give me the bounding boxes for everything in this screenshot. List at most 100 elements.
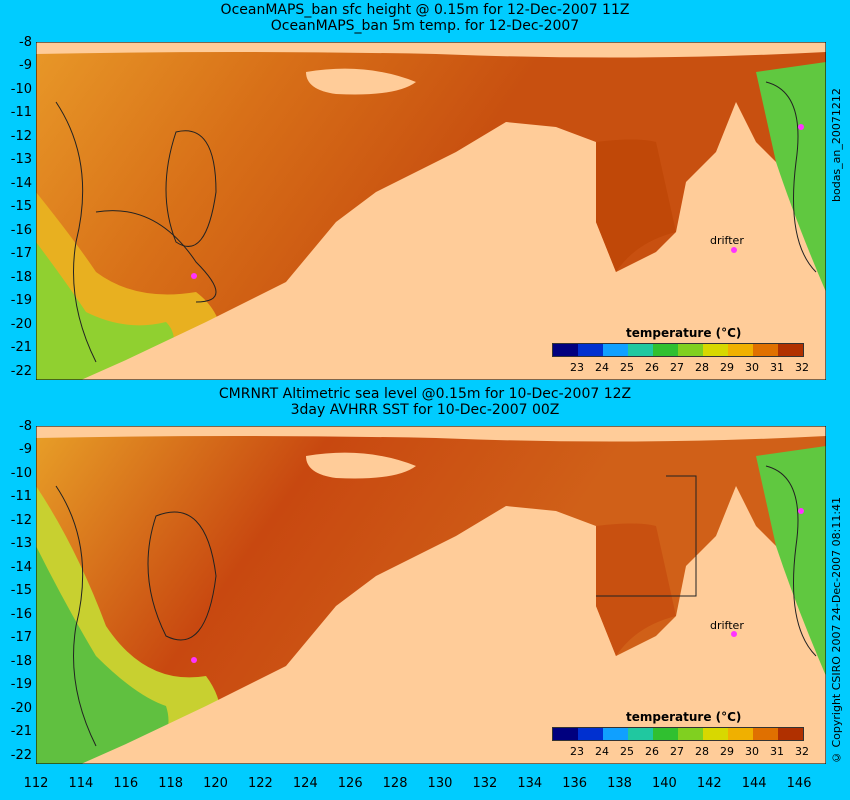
panel2-legend-swatch — [678, 728, 703, 740]
x-tick-label: 116 — [113, 776, 139, 791]
panel1-legend-bar — [552, 343, 804, 357]
panel1-coral-sea — [756, 62, 826, 292]
panel1-map — [36, 42, 826, 380]
panel1-legend-swatch — [653, 344, 678, 356]
panel1-y-tick-label: -17 — [10, 246, 32, 262]
panel2-australia-land — [81, 486, 826, 764]
panel1-cool-water — [36, 242, 174, 380]
x-tick-label: 120 — [203, 776, 228, 791]
x-tick-label: 122 — [248, 776, 273, 791]
panel2-y-tick-label: -8 — [19, 419, 32, 434]
panel1-legend-tick: 29 — [720, 361, 734, 374]
panel1-drifter-label: drifter — [710, 234, 744, 247]
panel2-y-tick-label: -22 — [10, 747, 32, 763]
x-tick-label: 138 — [607, 776, 632, 791]
panel2-contour — [765, 465, 817, 657]
panel1-legend-tick: 25 — [620, 361, 634, 374]
x-tick-label: 140 — [651, 776, 677, 791]
panel2-gulf-carpentaria — [596, 523, 676, 656]
panel2-y-tick-label: -17 — [10, 630, 32, 646]
panel1-drifter-marker — [798, 124, 804, 130]
panel2-drifter-marker — [798, 508, 804, 514]
panel2-contour — [596, 475, 697, 597]
panel1-y-tick-label: -9 — [19, 58, 32, 74]
panel1-legend-tick: 23 — [570, 361, 584, 374]
panel1-legend-swatch — [628, 344, 653, 356]
panel1-legend-swatch — [703, 344, 728, 356]
x-tick-label: 114 — [68, 776, 94, 791]
panel1-drifter-marker — [191, 273, 197, 279]
x-tick-label: 134 — [517, 776, 543, 791]
panel1-y-tick-label: -21 — [10, 340, 32, 356]
panel2-title-line2: 3day AVHRR SST for 10-Dec-2007 00Z — [290, 402, 560, 418]
panel1-legend-swatch — [603, 344, 628, 356]
x-tick-label: 112 — [23, 776, 49, 791]
panel2-legend-swatch — [603, 728, 628, 740]
panel1-y-tick-label: -22 — [10, 363, 32, 379]
panel2-drifter-label: drifter — [710, 619, 744, 632]
panel2-side-label: © Copyright CSIRO 2007 24-Dec-2007 08:11… — [830, 496, 843, 764]
panel2-drifter-marker — [731, 631, 737, 637]
panel1-legend-tick: 27 — [670, 361, 684, 374]
panel1-legend-title: temperature (°C) — [626, 326, 742, 340]
panel1-y-tick-label: -18 — [10, 269, 32, 285]
panel2-title-line1: CMRNRT Altimetric sea level @0.15m for 1… — [218, 386, 632, 402]
panel2-y-tick-label: -11 — [10, 489, 32, 505]
panel2-legend-swatch — [728, 728, 753, 740]
panel2-legend-swatch — [553, 728, 578, 740]
panel2-cool-water — [36, 546, 169, 764]
panel1-y-tick-label: -10 — [10, 81, 32, 97]
panel1-legend-tick: 28 — [695, 361, 709, 374]
panel2-y-tick-label: -18 — [10, 653, 32, 669]
x-tick-label: 146 — [786, 776, 812, 791]
panel2-y-tick-label: -14 — [10, 559, 32, 575]
panel1-legend-swatch — [778, 344, 803, 356]
panel2-y-tick-label: -13 — [10, 536, 32, 552]
x-tick-label: 124 — [292, 776, 318, 791]
panel2-legend-tick: 24 — [595, 745, 609, 758]
panel1-legend-tick: 30 — [745, 361, 759, 374]
panel2-legend-tick: 30 — [745, 745, 759, 758]
panel2-legend-tick: 29 — [720, 745, 734, 758]
panel1-drifter-marker — [731, 247, 737, 253]
panel2-legend-tick: 32 — [795, 745, 809, 758]
panel2-title: CMRNRT Altimetric sea level @0.15m for 1… — [0, 386, 850, 418]
panel1-timor-island — [306, 68, 416, 95]
panel1-legend-tick: 26 — [645, 361, 659, 374]
panel1-legend-tick: 32 — [795, 361, 809, 374]
panel2-y-tick-label: -10 — [10, 465, 32, 481]
panel1-y-tick-label: -13 — [10, 152, 32, 168]
panel2-legend-tick: 27 — [670, 745, 684, 758]
panel1-y-tick-label: -20 — [10, 316, 32, 332]
panel1-legend-tick: 31 — [770, 361, 784, 374]
panel2-y-tick-label: -21 — [10, 724, 32, 740]
panel2-y-tick-label: -16 — [10, 606, 32, 622]
panel1-contour — [95, 210, 217, 303]
panel1-y-tick-label: -16 — [10, 222, 32, 238]
panel1-legend-tick: 24 — [595, 361, 609, 374]
panel2-legend-tick: 28 — [695, 745, 709, 758]
panel1-legend-swatch — [728, 344, 753, 356]
panel2-contour — [55, 485, 97, 747]
panel1-contour — [765, 81, 817, 273]
x-tick-label: 118 — [158, 776, 184, 791]
panel2-legend-tick: 23 — [570, 745, 584, 758]
panel1-legend-swatch — [578, 344, 603, 356]
panel2-y-tick-label: -19 — [10, 677, 32, 693]
panel2-coral-sea — [756, 446, 826, 676]
panel1-title-line1: OceanMAPS_ban sfc height @ 0.15m for 12-… — [220, 2, 630, 18]
panel1-legend-swatch — [553, 344, 578, 356]
panel2-legend-tick: 26 — [645, 745, 659, 758]
x-tick-label: 142 — [696, 776, 722, 791]
panel2-legend-swatch — [753, 728, 778, 740]
x-tick-label: 136 — [562, 776, 588, 791]
panel1-y-tick-label: -11 — [10, 105, 32, 121]
panel1-northern-islands — [36, 42, 826, 58]
panel2-legend-swatch — [703, 728, 728, 740]
panel2-y-tick-label: -20 — [10, 700, 32, 716]
panel1-legend-swatch — [678, 344, 703, 356]
panel1-contour — [165, 130, 217, 247]
panel1-legend-swatch — [753, 344, 778, 356]
panel2-y-tick-label: -9 — [19, 442, 32, 458]
panel2-legend-swatch — [628, 728, 653, 740]
